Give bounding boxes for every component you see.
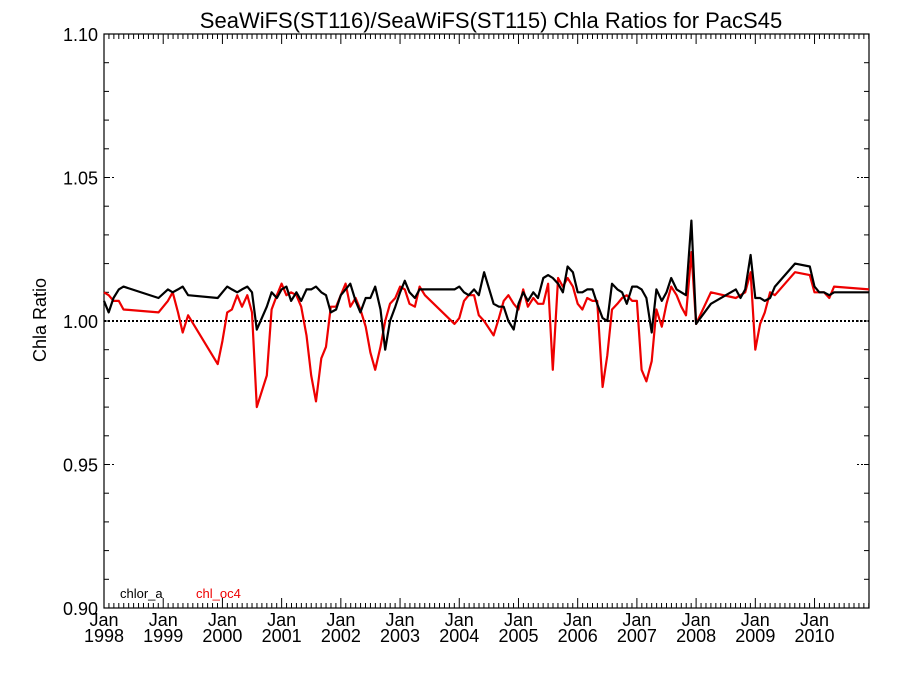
- x-tick-year: 2004: [439, 626, 479, 646]
- y-tick-label: 1.05: [63, 169, 98, 189]
- x-tick-month: Jan: [445, 610, 474, 630]
- y-tick-label: 1.00: [63, 312, 98, 332]
- y-tick-label: 1.10: [63, 25, 98, 45]
- y-axis-label: Chla Ratio: [30, 278, 50, 362]
- x-tick-year: 2010: [795, 626, 835, 646]
- x-tick-month: Jan: [800, 610, 829, 630]
- series-line-chl-oc4: [103, 251, 870, 409]
- y-tick-label: 0.90: [63, 599, 98, 619]
- x-tick-month: Jan: [504, 610, 533, 630]
- x-tick-month: Jan: [89, 610, 118, 630]
- x-tick-year: 2002: [321, 626, 361, 646]
- x-tick-year: 1998: [84, 626, 124, 646]
- x-tick-year: 1999: [143, 626, 183, 646]
- x-tick-month: Jan: [267, 610, 296, 630]
- x-tick-year: 2007: [617, 626, 657, 646]
- x-tick-year: 2009: [735, 626, 775, 646]
- x-tick-month: Jan: [326, 610, 355, 630]
- legend-entry-chl-oc4: chl_oc4: [196, 586, 241, 601]
- chart-title: SeaWiFS(ST116)/SeaWiFS(ST115) Chla Ratio…: [200, 8, 782, 33]
- legend-entry-chlor-a: chlor_a: [120, 586, 163, 601]
- x-tick-month: Jan: [563, 610, 592, 630]
- plot-area: 0.900.951.001.051.10Jan1998Jan1999Jan200…: [63, 25, 870, 646]
- x-tick-month: Jan: [386, 610, 415, 630]
- x-tick-month: Jan: [208, 610, 237, 630]
- x-tick-year: 2000: [202, 626, 242, 646]
- x-tick-year: 2005: [498, 626, 538, 646]
- x-tick-year: 2008: [676, 626, 716, 646]
- x-tick-month: Jan: [622, 610, 651, 630]
- x-tick-year: 2003: [380, 626, 420, 646]
- x-tick-month: Jan: [682, 610, 711, 630]
- y-tick-label: 0.95: [63, 456, 98, 476]
- x-tick-month: Jan: [149, 610, 178, 630]
- x-tick-year: 2006: [558, 626, 598, 646]
- series-line-chlor-a: [102, 219, 869, 351]
- x-tick-month: Jan: [741, 610, 770, 630]
- x-tick-year: 2001: [262, 626, 302, 646]
